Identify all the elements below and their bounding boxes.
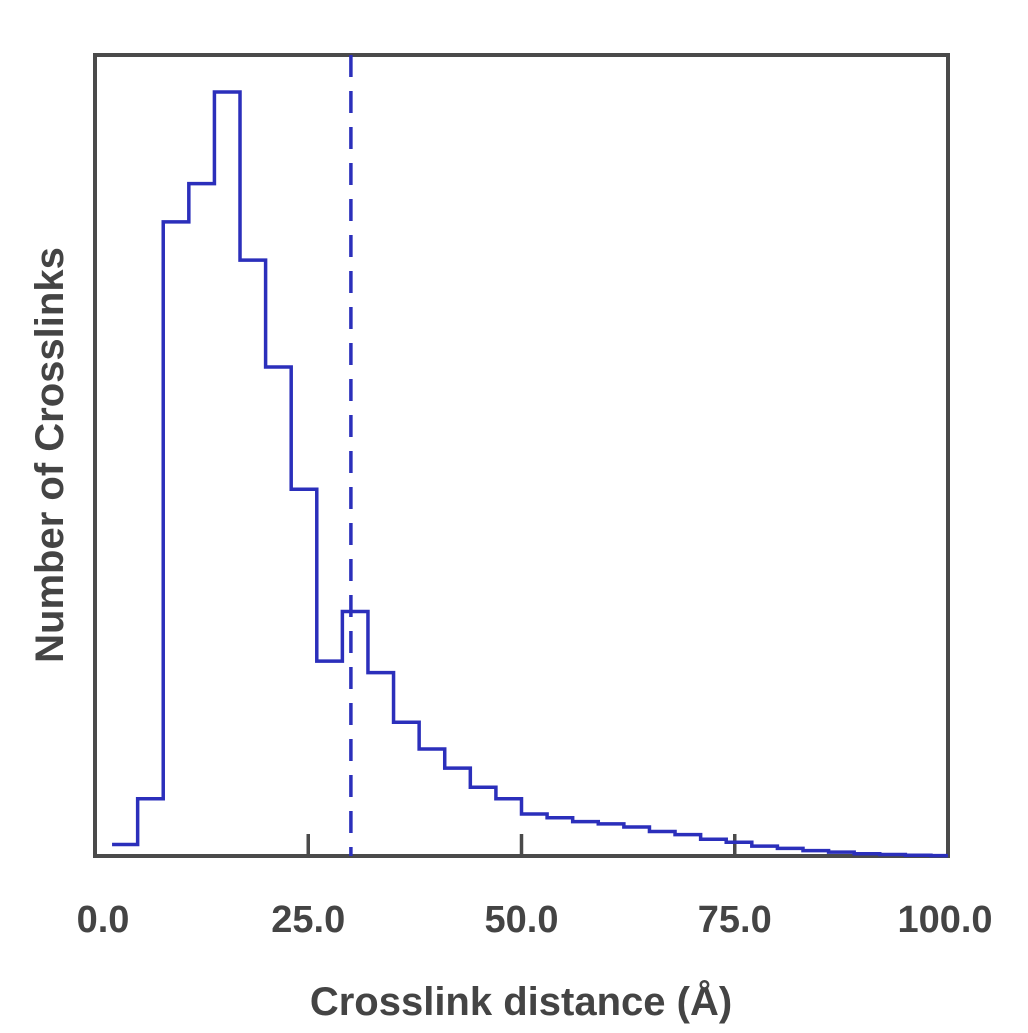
x-tick-label: 75.0 bbox=[698, 899, 772, 941]
x-tick-label: 50.0 bbox=[485, 899, 559, 941]
x-axis-tick-labels: 0.0 25.0 50.0 75.0 100.0 bbox=[77, 899, 993, 941]
x-tick-label: 25.0 bbox=[271, 899, 345, 941]
x-axis-title: Crosslink distance (Å) bbox=[310, 979, 732, 1024]
x-tick-label: 100.0 bbox=[897, 899, 992, 941]
x-tick-label: 0.0 bbox=[77, 899, 130, 941]
histogram-series-line bbox=[112, 90, 948, 858]
y-axis-title: Number of Crosslinks bbox=[28, 247, 72, 663]
plot-frame bbox=[93, 53, 950, 858]
x-axis-ticks bbox=[93, 834, 950, 856]
